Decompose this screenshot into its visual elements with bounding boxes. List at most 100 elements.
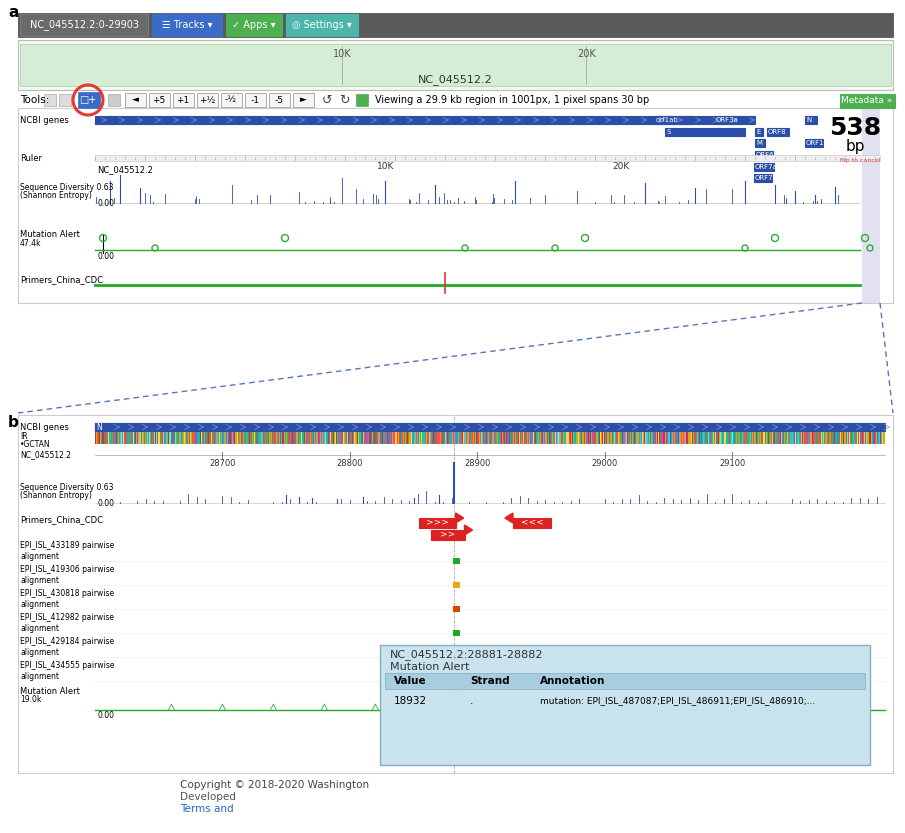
Text: NC_045512.2:0-29903: NC_045512.2:0-29903	[30, 19, 138, 31]
Bar	[655, 116, 693, 124]
Bar	[847, 432, 848, 444]
Bar	[385, 432, 386, 444]
Bar	[129, 432, 130, 444]
Bar	[837, 432, 838, 444]
Text: -5: -5	[274, 96, 283, 104]
Bar	[266, 432, 267, 444]
Bar	[230, 432, 231, 444]
Bar	[137, 432, 138, 444]
Bar	[827, 432, 828, 444]
Bar	[517, 432, 518, 444]
Bar	[213, 432, 214, 444]
Bar	[455, 630, 457, 636]
Bar	[405, 432, 406, 444]
Bar	[456, 630, 459, 636]
Bar	[160, 432, 161, 444]
Bar	[272, 432, 273, 444]
Bar	[243, 432, 244, 444]
Bar	[695, 432, 696, 444]
Bar	[671, 432, 672, 444]
Text: ORF7b: ORF7b	[755, 175, 778, 181]
Bar	[818, 432, 819, 444]
Text: 47.4k: 47.4k	[20, 238, 42, 247]
Bar	[163, 432, 164, 444]
Bar	[120, 432, 121, 444]
Bar	[139, 432, 140, 444]
Bar	[499, 432, 500, 444]
Bar	[512, 432, 513, 444]
Bar	[743, 432, 744, 444]
Bar	[270, 432, 271, 444]
Bar	[576, 432, 577, 444]
Bar	[263, 432, 264, 444]
Bar	[546, 432, 547, 444]
Bar	[314, 432, 315, 444]
Bar	[513, 518, 551, 528]
Polygon shape	[505, 513, 513, 523]
Bar	[296, 432, 297, 444]
Bar	[761, 432, 762, 444]
Bar	[548, 432, 549, 444]
Bar	[634, 432, 635, 444]
Bar	[282, 432, 283, 444]
Text: ↻: ↻	[338, 93, 349, 107]
Bar	[835, 432, 836, 444]
Bar	[149, 93, 170, 107]
Bar	[838, 432, 839, 444]
Bar	[253, 432, 254, 444]
Bar	[688, 432, 689, 444]
Text: orf1ab: orf1ab	[656, 117, 679, 123]
Bar	[794, 432, 795, 444]
Bar	[246, 432, 247, 444]
Text: Sequence Diversity 0.63: Sequence Diversity 0.63	[20, 482, 113, 491]
Bar	[598, 432, 599, 444]
Bar	[747, 432, 748, 444]
Bar	[311, 432, 312, 444]
Bar	[535, 432, 536, 444]
Bar	[465, 432, 466, 444]
Bar	[704, 432, 705, 444]
Bar	[173, 432, 174, 444]
Bar	[561, 432, 562, 444]
Bar	[607, 432, 608, 444]
Bar	[585, 432, 586, 444]
Bar	[623, 432, 624, 444]
Bar	[556, 432, 557, 444]
Bar	[389, 432, 390, 444]
Bar	[294, 432, 295, 444]
Bar	[170, 432, 171, 444]
Bar	[374, 432, 375, 444]
Bar	[350, 432, 351, 444]
Bar	[388, 432, 389, 444]
Bar	[223, 432, 224, 444]
Bar	[728, 432, 729, 444]
Bar	[765, 432, 766, 444]
Text: 0.00: 0.00	[97, 252, 114, 261]
Bar	[881, 432, 882, 444]
Bar	[543, 432, 544, 444]
Bar	[825, 432, 826, 444]
Bar	[394, 432, 395, 444]
Bar	[559, 432, 560, 444]
Bar	[626, 432, 627, 444]
Bar	[775, 432, 776, 444]
Bar	[702, 432, 703, 444]
Bar	[715, 432, 716, 444]
Bar	[724, 432, 725, 444]
Bar	[787, 432, 788, 444]
Bar	[849, 432, 850, 444]
Bar	[647, 432, 648, 444]
Bar	[256, 432, 257, 444]
Bar	[657, 432, 658, 444]
Text: S: S	[666, 129, 671, 135]
Text: EPI_ISL_419306 pairwise
alignment: EPI_ISL_419306 pairwise alignment	[20, 566, 114, 585]
Bar	[326, 432, 327, 444]
Bar	[539, 432, 540, 444]
Bar	[121, 432, 122, 444]
Bar	[680, 432, 681, 444]
Bar	[220, 432, 221, 444]
Text: Value: Value	[394, 676, 426, 686]
Bar	[697, 432, 698, 444]
Bar	[480, 432, 481, 444]
Bar	[447, 432, 448, 444]
